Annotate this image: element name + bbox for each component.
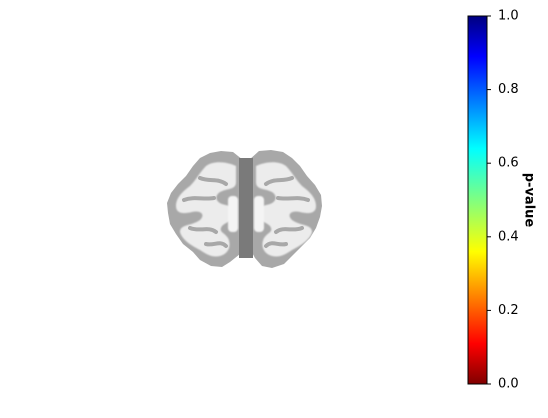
colorbar: 0.0 0.2 0.4 0.6 0.8 1.0 p-value (467, 9, 537, 392)
colorbar-gradient (467, 15, 488, 385)
colorbar-tick-label: 1.0 (498, 9, 519, 24)
colorbar-label: p-value (522, 173, 537, 228)
colorbar-tick-label: 0.0 (498, 377, 519, 392)
white-matter (176, 162, 316, 257)
sulci (182, 176, 310, 248)
colorbar-tick-label: 0.6 (498, 156, 519, 171)
colorbar-ticks: 0.0 0.2 0.4 0.6 0.8 1.0 (487, 9, 519, 392)
brain-slice-image (167, 150, 322, 268)
midline-fissure (239, 158, 253, 258)
central-white-matter (228, 196, 264, 232)
colorbar-tick-label: 0.4 (498, 229, 519, 244)
colorbar-tick-label: 0.8 (498, 82, 519, 97)
colorbar-tick-label: 0.2 (498, 303, 519, 318)
